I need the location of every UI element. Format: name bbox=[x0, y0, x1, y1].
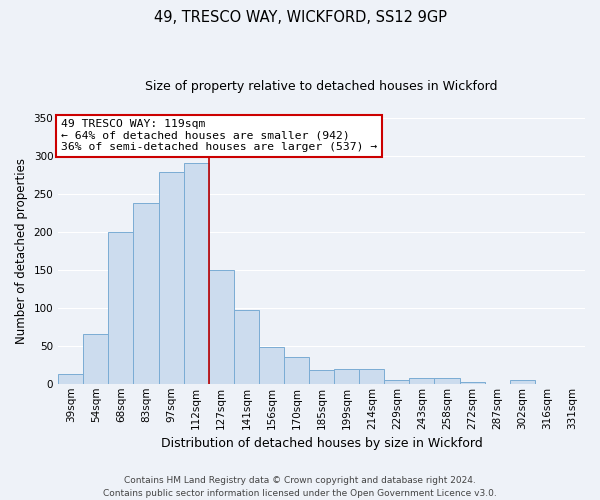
Y-axis label: Number of detached properties: Number of detached properties bbox=[15, 158, 28, 344]
Bar bbox=[334, 368, 359, 384]
Bar bbox=[385, 380, 409, 384]
Bar bbox=[184, 164, 209, 384]
Bar bbox=[209, 270, 234, 384]
Bar bbox=[510, 380, 535, 384]
Bar bbox=[284, 357, 309, 384]
Bar bbox=[58, 374, 83, 384]
Bar bbox=[83, 334, 109, 384]
Text: Contains HM Land Registry data © Crown copyright and database right 2024.
Contai: Contains HM Land Registry data © Crown c… bbox=[103, 476, 497, 498]
Text: 49, TRESCO WAY, WICKFORD, SS12 9GP: 49, TRESCO WAY, WICKFORD, SS12 9GP bbox=[154, 10, 446, 25]
Bar bbox=[109, 232, 133, 384]
Title: Size of property relative to detached houses in Wickford: Size of property relative to detached ho… bbox=[145, 80, 498, 93]
Bar bbox=[309, 370, 334, 384]
Bar bbox=[359, 370, 385, 384]
Bar bbox=[434, 378, 460, 384]
Bar bbox=[133, 203, 158, 384]
Bar bbox=[409, 378, 434, 384]
X-axis label: Distribution of detached houses by size in Wickford: Distribution of detached houses by size … bbox=[161, 437, 482, 450]
Bar bbox=[460, 382, 485, 384]
Bar bbox=[234, 310, 259, 384]
Text: 49 TRESCO WAY: 119sqm
← 64% of detached houses are smaller (942)
36% of semi-det: 49 TRESCO WAY: 119sqm ← 64% of detached … bbox=[61, 119, 377, 152]
Bar bbox=[259, 348, 284, 384]
Bar bbox=[158, 172, 184, 384]
